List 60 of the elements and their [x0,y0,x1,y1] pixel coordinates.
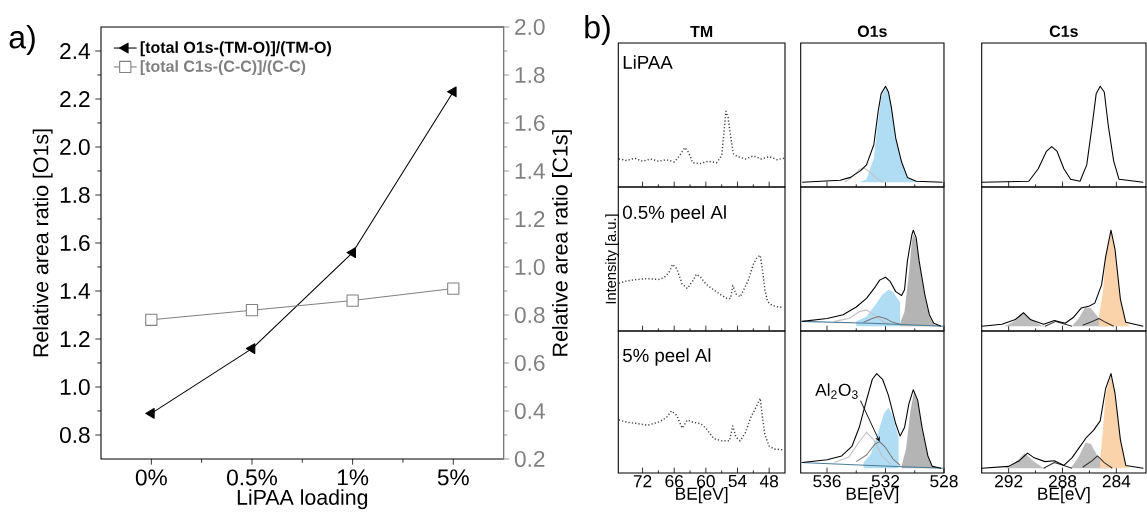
y-tick-label: 2.0 [60,138,90,156]
y2-tick-label: 0.2 [514,450,545,468]
x-tick-label: 528 [930,475,958,488]
point [245,304,259,317]
y2-tick-label: 1.0 [515,258,545,276]
point [447,86,457,98]
y-tick-label: 1.6 [60,234,90,252]
y2-tick-label: 1.6 [515,114,545,132]
chart-title: C1s [1049,25,1078,37]
text: LiPAA [623,55,673,69]
y2-tick-label: 0.8 [514,306,545,324]
point [447,282,460,295]
x-tick-label: 1% [337,469,369,486]
point [346,247,356,258]
legend-label: [total O1s-(TM-O)]/(TM-O) [140,41,331,57]
x-axis-title: LiPAA loading [237,489,368,510]
x-tick-label: 60 [697,475,715,488]
y2-tick-label: 2.0 [515,18,545,36]
x-axis-title: BE[eV] [846,487,899,504]
legend-label: [total C1s-(C-C)]/(C-C) [140,60,306,76]
text: 5% peel Al [623,348,711,366]
y2-tick-label: 0.6 [514,354,545,372]
y-tick-label: 1.0 [60,378,90,396]
x-axis-title: BE[eV] [1038,487,1090,504]
point [245,343,256,354]
y2-tick-label: 1.8 [515,66,545,84]
y-tick-label: 2.4 [60,43,90,59]
x-tick-label: 66 [665,475,684,488]
y-tick-label: 1.2 [60,331,90,347]
text: a) [9,25,35,55]
x-tick-label: 48 [759,475,779,488]
x-tick-label: 284 [1102,475,1131,488]
y2-tick-label: 1.2 [515,211,545,227]
point [145,313,158,326]
text: b) [585,15,610,45]
chart-title: TM [690,25,713,37]
x-tick-label: 72 [633,475,652,488]
y-tick-label: 1.8 [60,186,90,204]
y-tick-label: 2.2 [60,91,90,107]
x-tick-label: 0% [135,469,167,486]
x-tick-label: 54 [728,475,747,488]
x-tick-label: 288 [1048,475,1077,488]
y2-axis-title: Relative area ratio [C1s] [552,130,572,356]
text: 0.5% peel Al [623,205,726,223]
y-tick-label: 0.8 [59,426,90,444]
y-axis-title: Intensity [a.u.] [605,214,619,304]
y2-tick-label: 1.4 [515,163,545,179]
point [346,294,359,307]
y-tick-label: 1.4 [60,283,90,299]
y-axis-title: Relative area ratio [O1s] [32,129,53,357]
x-tick-label: 0.5% [227,469,277,486]
y2-tick-label: 0.4 [514,402,545,420]
point [145,408,155,419]
x-axis-title: BE[eV] [676,487,728,504]
x-tick-label: 532 [871,475,900,488]
annotation: Al$_{2}$O$_{3}$ [815,383,858,399]
x-tick-label: 536 [813,475,841,488]
x-tick-label: 5% [437,469,469,486]
x-tick-label: 292 [995,475,1023,488]
chart-title: O1s [857,25,887,37]
